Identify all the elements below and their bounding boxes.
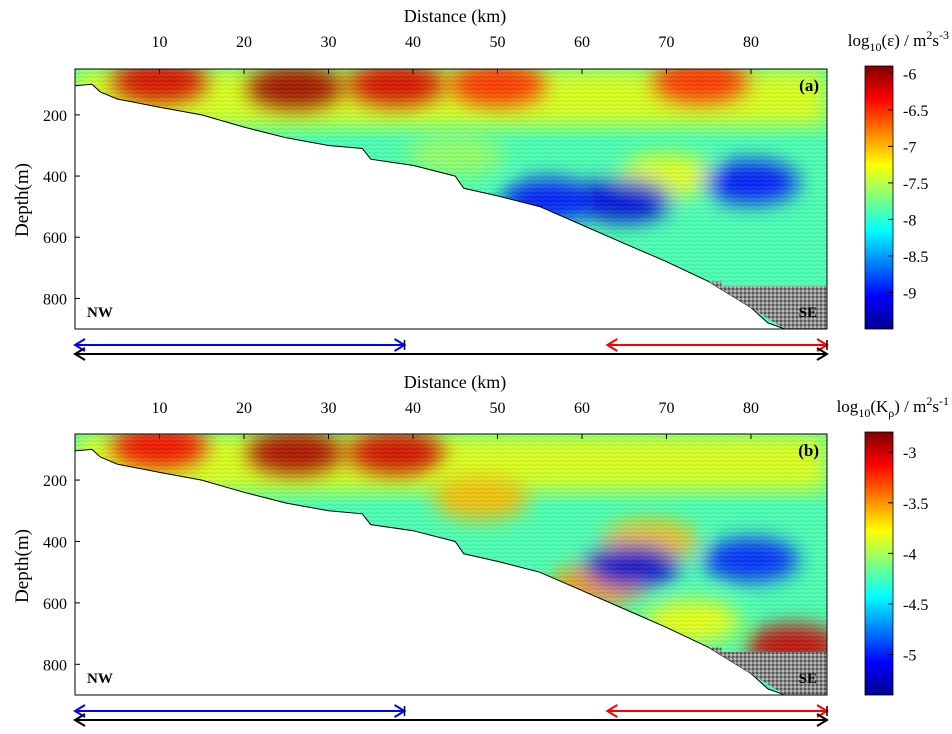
colorbar-tick-label: -8 (903, 212, 916, 229)
panel-a: 10 20 30 40 50 60 70 80 200 400 600 800 Distance (km… (43, 6, 949, 361)
colorbar-tick-label: -7.5 (903, 176, 928, 193)
corner-label-se: SE (799, 671, 817, 687)
y-tick-label: 800 (43, 291, 67, 308)
x-tick-label: 50 (489, 34, 505, 51)
no-data-region (708, 281, 827, 329)
seabed-mask (75, 84, 785, 329)
heatmap-field (75, 69, 827, 329)
colorbar-tick-label: -6 (903, 66, 916, 83)
x-tick-label: 30 (320, 400, 336, 417)
y-tick-label: 600 (43, 596, 67, 613)
colorbar-tick-label: -4 (903, 546, 916, 563)
colorbar-tick-label: -5 (903, 648, 916, 665)
colorbar-tick-label: -8.5 (903, 249, 928, 266)
colorbar (864, 65, 894, 330)
colorbar-tick-label: -4.5 (903, 597, 928, 614)
colorbar-tick-label: -3 (903, 445, 916, 462)
range-arrow-head-right (816, 713, 829, 727)
colorbar-title: log10(ε) / m2s-3 (848, 28, 949, 54)
x-tick-label: 10 (151, 34, 167, 51)
y-tick-label: 200 (43, 473, 67, 490)
x-tick-label: 20 (236, 400, 252, 417)
colorbar-tick-label: -7 (903, 139, 916, 156)
plot-frame (74, 433, 828, 696)
range-arrow-head-left (73, 347, 86, 361)
range-arrow-full (73, 713, 829, 727)
range-arrow-head-right (816, 347, 829, 361)
x-tick-label: 20 (236, 34, 252, 51)
y-tick-label: 600 (43, 230, 67, 247)
x-tick-label: 50 (489, 400, 505, 417)
panel-label: (a) (799, 76, 819, 95)
range-arrow-head-left (605, 338, 618, 352)
x-tick-label: 40 (405, 400, 421, 417)
colorbar-title: log10(Kρ) / m2s-1 (837, 394, 949, 420)
colorbar-tick-label: -9 (903, 285, 916, 302)
x-tick-label: 10 (151, 400, 167, 417)
corner-label-se: SE (799, 305, 817, 321)
colorbar (864, 431, 894, 696)
seabed-mask (75, 449, 785, 695)
x-tick-label: 70 (658, 400, 674, 417)
x-axis-label: Distance (km) (404, 6, 506, 27)
x-tick-label: 80 (743, 34, 759, 51)
bathymetry-line (75, 83, 785, 329)
range-arrow-head-left (605, 704, 618, 718)
no-data-region (708, 647, 827, 695)
colorbar-tick-label: -6.5 (903, 103, 928, 120)
x-tick-label: 70 (658, 34, 674, 51)
x-tick-label: 80 (743, 400, 759, 417)
y-tick-label: 800 (43, 657, 67, 674)
y-axis-label-top: Depth(m) (12, 163, 33, 237)
x-tick-label: 60 (574, 400, 590, 417)
panel-b: 10 20 30 40 50 60 70 80 200 400 600 800 Distance (km… (43, 372, 949, 727)
panel-label: (b) (798, 441, 819, 460)
y-tick-label: 400 (43, 534, 67, 551)
corner-label-nw: NW (87, 671, 113, 687)
bathymetry-line (75, 448, 785, 695)
x-tick-label: 60 (574, 34, 590, 51)
range-arrow-full (73, 347, 829, 361)
y-tick-label: 200 (43, 108, 67, 125)
x-axis-label: Distance (km) (404, 372, 506, 393)
x-tick-label: 30 (320, 34, 336, 51)
range-arrow-head-left (73, 713, 86, 727)
corner-label-nw: NW (87, 305, 113, 321)
y-tick-label: 400 (43, 169, 67, 186)
y-axis-label-bottom: Depth(m) (12, 529, 33, 603)
plot-frame (74, 68, 828, 330)
colorbar-tick-label: -3.5 (903, 496, 928, 513)
heatmap-field (75, 434, 827, 695)
x-tick-label: 40 (405, 34, 421, 51)
